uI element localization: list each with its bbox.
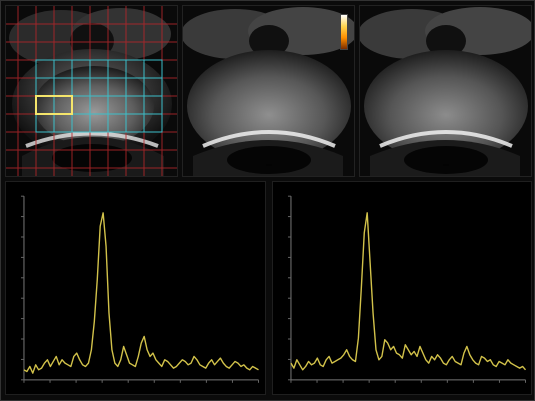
spectrum-plot-left	[20, 195, 260, 383]
mri-image-grid	[6, 6, 177, 176]
plot-axes	[23, 196, 259, 381]
intensity-colorbar	[340, 14, 348, 50]
spectra-row	[5, 181, 532, 395]
plot-axes	[289, 196, 526, 381]
spectrum-series-line	[289, 212, 526, 371]
mri-panel-middle[interactable]	[182, 5, 355, 177]
mri-panel-right[interactable]	[359, 5, 532, 177]
image-panels-row	[5, 5, 532, 177]
mri-panel-grid[interactable]	[5, 5, 178, 177]
panel-overlay-label	[265, 164, 272, 166]
mri-image-right	[360, 6, 531, 176]
spectrum-plot-right	[287, 195, 526, 383]
spectrum-panel-right[interactable]	[271, 181, 532, 395]
selected-voxel	[35, 95, 73, 115]
panel-overlay-label	[442, 164, 449, 166]
mri-image-middle	[183, 6, 354, 176]
spectrum-series-line	[23, 212, 259, 374]
spectrum-panel-left[interactable]	[5, 181, 266, 395]
